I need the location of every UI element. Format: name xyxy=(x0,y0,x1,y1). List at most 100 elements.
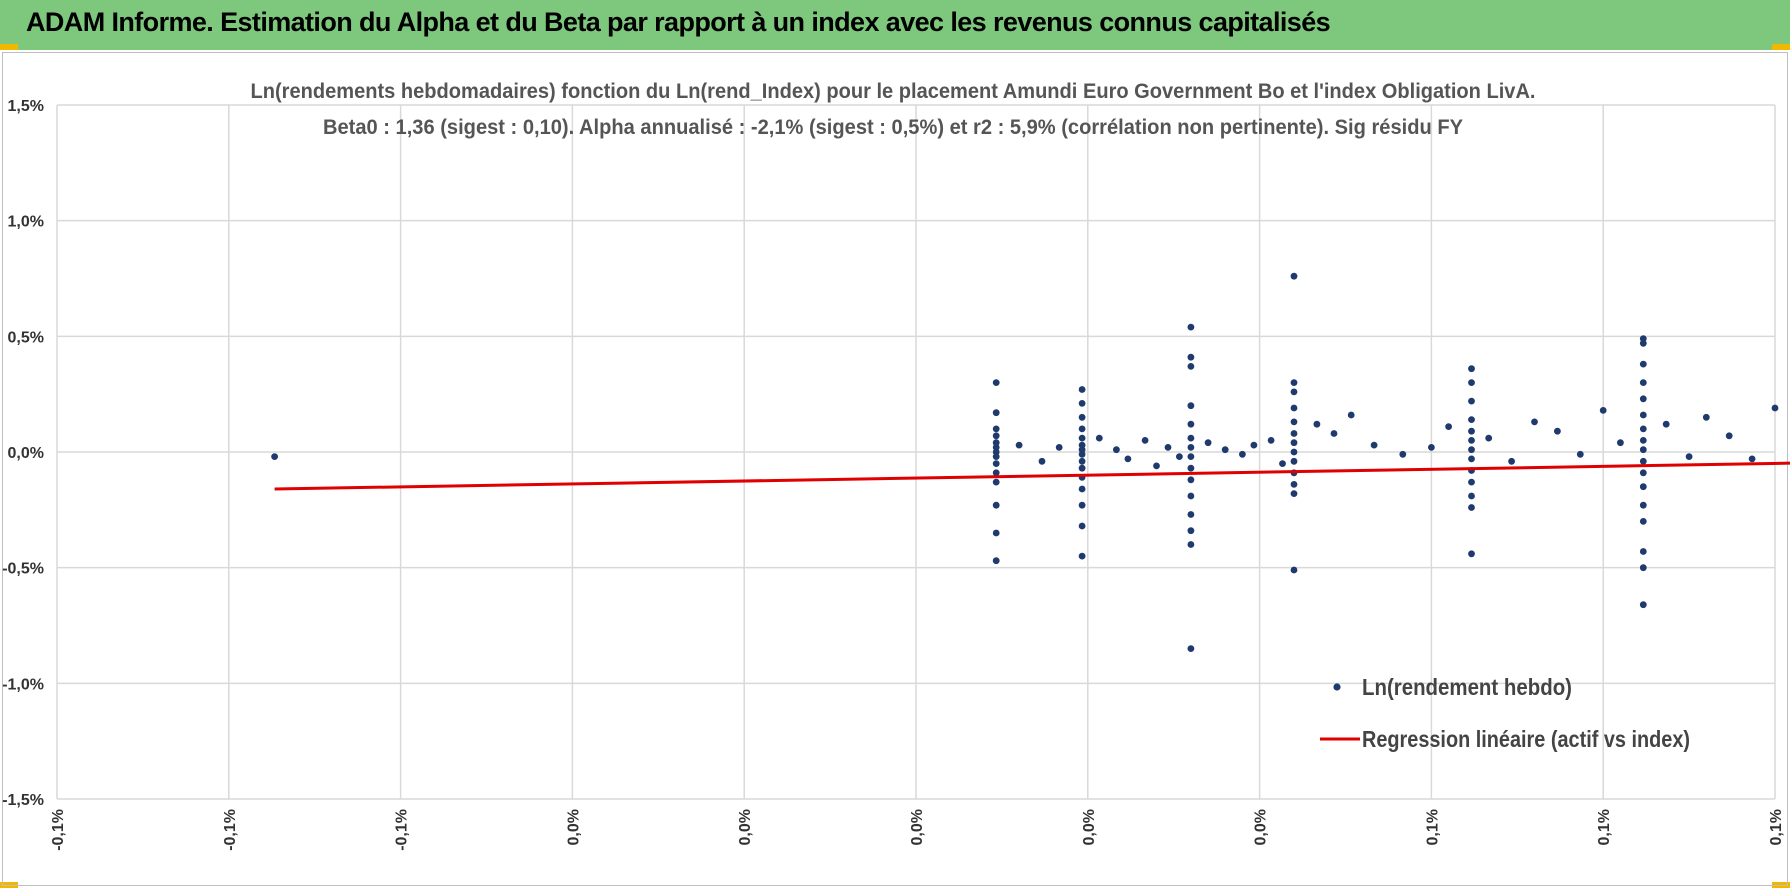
scatter-point xyxy=(1639,446,1647,454)
scatter-point xyxy=(1267,437,1275,444)
scatter-point xyxy=(1639,457,1647,465)
scatter-point xyxy=(1078,501,1086,509)
scatter-point xyxy=(992,469,1000,477)
scatter-point xyxy=(1153,462,1160,470)
corner-mark-top-left xyxy=(0,44,18,50)
scatter-point xyxy=(1078,552,1086,560)
scatter-point xyxy=(1290,439,1298,447)
regression-line-layer xyxy=(274,461,1790,491)
scatter-point xyxy=(1279,460,1286,467)
scatter-point xyxy=(1508,457,1515,465)
scatter-point xyxy=(1290,418,1298,426)
scatter-point xyxy=(1187,645,1195,652)
scatter-point xyxy=(1639,483,1647,491)
scatter-point xyxy=(1187,492,1195,500)
corner-mark-top-right xyxy=(1772,44,1790,50)
scatter-point xyxy=(1330,430,1338,437)
scatter-point xyxy=(1639,395,1647,403)
scatter-point xyxy=(1078,450,1086,458)
scatter-point xyxy=(1468,416,1475,423)
scatter-point xyxy=(1468,365,1475,373)
title-banner: ADAM Informe. Estimation du Alpha et du … xyxy=(0,0,1790,50)
scatter-point xyxy=(1176,453,1183,460)
scatter-point xyxy=(1078,425,1086,433)
scatter-point xyxy=(992,529,1000,537)
scatter-point xyxy=(1639,335,1647,342)
y-tick-label: -1,0% xyxy=(2,676,44,693)
scatter-point xyxy=(1187,444,1195,451)
scatter-point xyxy=(1468,397,1475,405)
scatter-point xyxy=(1617,439,1624,447)
scatter-point xyxy=(1078,457,1086,465)
scatter-point xyxy=(1141,437,1149,444)
y-tick-label: 1,5% xyxy=(8,98,44,115)
scatter-point xyxy=(1771,404,1779,412)
scatter-point xyxy=(1290,566,1298,574)
scatter-point xyxy=(1078,413,1086,421)
scatter-point xyxy=(992,379,1000,386)
scatter-point xyxy=(1639,360,1647,368)
scatter-point xyxy=(1468,455,1475,463)
scatter-point xyxy=(1290,388,1298,396)
scatter-point xyxy=(1468,437,1475,444)
scatter-point xyxy=(992,439,1000,447)
scatter-point xyxy=(1639,548,1647,555)
x-tick-label: 0,0% xyxy=(909,809,926,845)
x-tick-label: 0,1% xyxy=(1424,809,1441,845)
regression-line xyxy=(274,461,1790,491)
scatter-point xyxy=(1639,339,1647,347)
scatter-point xyxy=(1576,450,1584,458)
scatter-point xyxy=(1639,518,1647,525)
scatter-point xyxy=(1290,430,1298,437)
scatter-point xyxy=(1038,457,1046,465)
scatter-point xyxy=(1290,272,1298,280)
y-tick-label: 0,0% xyxy=(8,445,44,462)
y-tick-label: 0,5% xyxy=(8,329,44,346)
scatter-point xyxy=(992,460,1000,467)
scatter-point xyxy=(1015,441,1023,449)
scatter-point xyxy=(1290,404,1298,412)
x-tick-label: -0,1% xyxy=(394,809,411,851)
scatter-point xyxy=(1055,444,1063,451)
scatter-point xyxy=(1187,434,1195,442)
scatter-point xyxy=(1078,400,1086,407)
scatter-point xyxy=(1468,427,1475,435)
scatter-point xyxy=(1639,425,1647,433)
scatter-point xyxy=(271,453,278,460)
scatter-point xyxy=(1290,481,1298,488)
x-tick-label: -0,1% xyxy=(50,809,67,851)
scatter-point xyxy=(1468,379,1475,386)
legend-marker-points xyxy=(1333,683,1341,691)
scatter-point xyxy=(992,432,1000,440)
scatter-point xyxy=(1428,444,1435,451)
legend-label-regression: Regression linéaire (actif vs index) xyxy=(1362,726,1690,752)
scatter-point xyxy=(1725,432,1733,440)
scatter-point xyxy=(1748,455,1756,463)
legend: Ln(rendement hebdo) Regression linéaire (… xyxy=(1320,674,1690,752)
scatter-point xyxy=(1290,457,1298,465)
chart-title-line-2: Beta0 : 1,36 (sigest : 0,10). Alpha annu… xyxy=(323,116,1463,139)
scatter-point xyxy=(1639,601,1647,609)
scatter-points xyxy=(271,272,1779,652)
scatter-point xyxy=(1250,441,1258,449)
scatter-point xyxy=(1187,420,1195,428)
scatter-point xyxy=(992,409,1000,417)
scatter-point xyxy=(1164,444,1172,451)
scatter-point xyxy=(1187,402,1195,410)
scatter-point xyxy=(1445,423,1452,430)
scatter-point xyxy=(1095,434,1103,442)
x-tick-label: -0,1% xyxy=(222,809,239,851)
scatter-point xyxy=(1078,485,1086,493)
scatter-point xyxy=(1468,504,1475,511)
scatter-point xyxy=(992,453,1000,460)
scatter-point xyxy=(992,478,1000,486)
y-tick-label: -1,5% xyxy=(2,792,44,809)
scatter-point xyxy=(1639,469,1647,477)
scatter-point xyxy=(1639,411,1647,419)
report-title: ADAM Informe. Estimation du Alpha et du … xyxy=(26,7,1331,37)
scatter-point xyxy=(1290,379,1298,386)
x-tick-label: 0,0% xyxy=(1081,809,1098,845)
scatter-point xyxy=(1187,323,1195,331)
scatter-point xyxy=(1187,353,1195,361)
grid-layer xyxy=(56,104,1776,800)
